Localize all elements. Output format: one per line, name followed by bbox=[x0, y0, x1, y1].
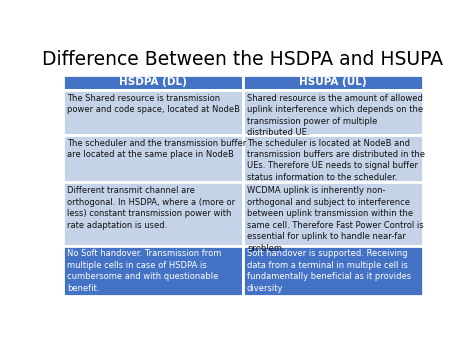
Text: The Shared resource is transmission
power and code space, located at NodeB: The Shared resource is transmission powe… bbox=[67, 94, 240, 115]
Bar bbox=[63, 135, 243, 182]
Bar bbox=[243, 90, 423, 135]
Text: Difference Between the HSDPA and HSUPA: Difference Between the HSDPA and HSUPA bbox=[42, 50, 444, 69]
Text: No Soft handover. Transmission from
multiple cells in case of HSDPA is
cumbersom: No Soft handover. Transmission from mult… bbox=[67, 250, 221, 293]
Text: Shared resource is the amount of allowed
uplink interference which depends on th: Shared resource is the amount of allowed… bbox=[247, 94, 423, 137]
Bar bbox=[243, 135, 423, 182]
Text: HSUPA (UL): HSUPA (UL) bbox=[299, 77, 366, 87]
Bar bbox=[243, 75, 423, 90]
Text: The scheduler is located at NodeB and
transmission buffers are distributed in th: The scheduler is located at NodeB and tr… bbox=[247, 139, 425, 182]
Text: Different transmit channel are
orthogonal. In HSDPA, where a (more or
less) cons: Different transmit channel are orthogona… bbox=[67, 186, 235, 230]
Text: WCDMA uplink is inherently non-
orthogonal and subject to interference
between u: WCDMA uplink is inherently non- orthogon… bbox=[247, 186, 423, 252]
Bar bbox=[63, 246, 243, 296]
Bar bbox=[63, 75, 243, 90]
Bar bbox=[63, 182, 243, 246]
Text: The scheduler and the transmission buffer
are located at the same place in NodeB: The scheduler and the transmission buffe… bbox=[67, 139, 246, 159]
Bar bbox=[63, 90, 243, 135]
Bar bbox=[243, 182, 423, 246]
Text: Soft handover is supported. Receiving
data from a terminal in multiple cell is
f: Soft handover is supported. Receiving da… bbox=[247, 250, 411, 293]
Text: HSDPA (DL): HSDPA (DL) bbox=[119, 77, 187, 87]
Bar bbox=[243, 246, 423, 296]
